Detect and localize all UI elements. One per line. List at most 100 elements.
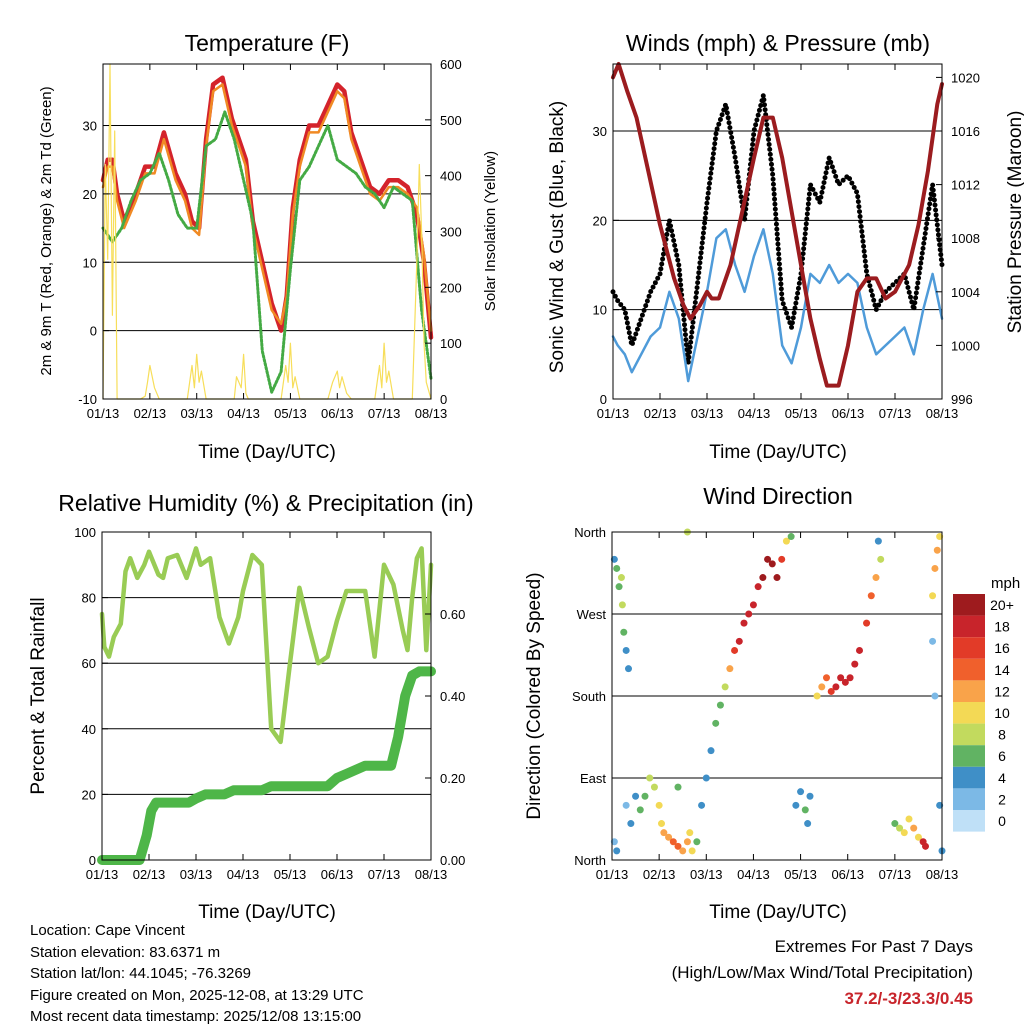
series-2m-t <box>100 75 434 340</box>
winds-plot-frame <box>612 63 943 400</box>
elevation-text: Station elevation: 83.6371 m <box>30 943 221 961</box>
direction-point <box>716 701 724 709</box>
speed-legend: mph 20+ 18 16 14 12 10 8 6 4 2 0 <box>953 575 1020 832</box>
direction-point <box>707 747 715 755</box>
x-tick-label: 06/13 <box>831 867 864 882</box>
direction-point <box>646 774 654 782</box>
series-relative-humidity <box>99 546 434 745</box>
x-tick-label: 03/13 <box>691 406 724 421</box>
x-tick-label: 08/13 <box>415 867 448 882</box>
humidity-title: Relative Humidity (%) & Precipitation (i… <box>58 490 473 516</box>
y2-tick-label: 0.20 <box>440 771 465 786</box>
direction-point <box>929 592 937 600</box>
temperature-xlabel: Time (Day/UTC) <box>198 442 336 463</box>
legend-label: 14 <box>994 662 1010 678</box>
direction-point <box>745 610 753 618</box>
temperature-series <box>100 63 434 400</box>
y-tick-label: 60 <box>82 656 96 671</box>
y-tick-label: North <box>574 853 606 868</box>
legend-label: 8 <box>998 727 1006 743</box>
direction-point <box>867 592 875 600</box>
direction-panel: Wind Direction 01/13 02/13 03/13 04/13 05/13… <box>524 483 1020 923</box>
direction-point <box>683 838 691 846</box>
humidity-ylabel: Percent & Total Rainfall <box>28 597 49 794</box>
direction-xlabel: Time (Day/UTC) <box>709 902 847 923</box>
x-tick-label: 08/13 <box>415 406 448 421</box>
y-tick-label: South <box>572 689 606 704</box>
x-tick-label: 07/13 <box>879 867 912 882</box>
direction-point <box>726 665 734 673</box>
legend-swatch <box>953 637 985 659</box>
direction-points <box>610 528 946 855</box>
legend-label: 12 <box>994 683 1010 699</box>
location-text: Location: Cape Vincent <box>30 922 185 939</box>
x-tick-label: 07/13 <box>368 867 401 882</box>
humidity-panel: Relative Humidity (%) & Precipitation (i… <box>28 490 474 923</box>
direction-point <box>792 801 800 809</box>
y2-tick-label: 1012 <box>951 178 980 193</box>
y2-tick-label: 0.60 <box>440 607 465 622</box>
direction-point <box>874 537 882 545</box>
temperature-gridlines <box>103 125 431 332</box>
y2-tick-label: 1020 <box>951 70 980 85</box>
direction-point <box>841 678 849 686</box>
x-tick-label: 03/13 <box>180 406 213 421</box>
legend-swatch <box>953 745 985 767</box>
latlon-text: Station lat/lon: 44.1045; -76.3269 <box>30 965 252 982</box>
legend-swatch <box>953 615 985 638</box>
direction-point <box>863 619 871 627</box>
x-tick-label: 05/13 <box>784 867 817 882</box>
direction-point <box>851 660 859 668</box>
direction-point <box>837 674 845 682</box>
legend-swatch <box>953 702 985 724</box>
series-total-rainfall <box>97 666 436 865</box>
legend-swatch <box>953 810 985 832</box>
direction-point <box>618 601 626 609</box>
direction-point <box>877 555 885 563</box>
x-tick-label: 02/13 <box>643 867 676 882</box>
x-tick-label: 04/13 <box>737 867 770 882</box>
y-tick-label: 100 <box>74 525 96 540</box>
extremes-value: 37.2/-3/23.3/0.45 <box>844 989 973 1008</box>
x-tick-label: 02/13 <box>133 867 166 882</box>
y2-tick-label: 300 <box>440 225 462 240</box>
series-gust <box>610 92 945 366</box>
winds-title: Winds (mph) & Pressure (mb) <box>626 30 930 56</box>
x-tick-label: 01/13 <box>86 867 119 882</box>
direction-point <box>759 574 767 582</box>
humidity-series <box>97 546 436 865</box>
direction-point <box>669 838 677 846</box>
winds-axes: 01/13 02/13 03/13 04/13 05/13 06/13 07/13 08/13… <box>593 64 980 421</box>
direction-point <box>622 801 630 809</box>
direction-point <box>778 555 786 563</box>
x-tick-label: 04/13 <box>227 406 260 421</box>
temperature-y2label: Solar Insolation (Yellow) <box>482 151 499 311</box>
direction-point <box>856 646 863 654</box>
extremes-block: Extremes For Past 7 Days (High/Low/Max W… <box>672 934 973 1012</box>
x-tick-label: 02/13 <box>134 406 167 421</box>
y2-tick-label: 400 <box>440 169 462 184</box>
x-tick-label: 08/13 <box>926 406 959 421</box>
humidity-axes: 01/13 02/13 03/13 04/13 05/13 06/13 07/13 08/13… <box>74 525 465 882</box>
y2-tick-label: 1000 <box>951 338 980 353</box>
direction-point <box>721 683 729 691</box>
legend-label: 0 <box>998 813 1006 829</box>
extremes-subtitle: (High/Low/Max Wind/Total Precipitation) <box>671 963 973 982</box>
y-tick-label: 20 <box>83 187 97 202</box>
direction-point <box>610 838 618 846</box>
direction-point <box>679 847 687 855</box>
extremes-title: Extremes For Past 7 Days <box>774 937 973 956</box>
direction-point <box>658 820 665 828</box>
direction-point <box>933 546 941 554</box>
y2-tick-label: 996 <box>951 392 973 407</box>
direction-point <box>613 564 621 572</box>
temperature-ylabel: 2m & 9m T (Red, Orange) & 2m Td (Green) <box>38 86 55 375</box>
direction-point <box>740 619 748 627</box>
y-tick-label: 10 <box>83 255 97 270</box>
direction-point <box>625 665 632 673</box>
legend-label: 6 <box>998 748 1006 764</box>
direction-point <box>613 847 621 855</box>
direction-point <box>731 646 739 654</box>
direction-point <box>905 815 913 823</box>
